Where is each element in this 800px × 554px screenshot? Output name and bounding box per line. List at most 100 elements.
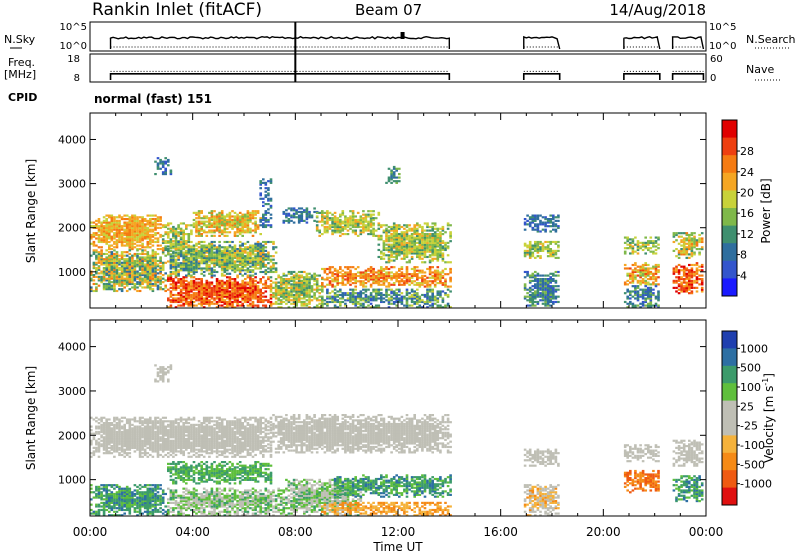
heatmap-cell [449,276,452,279]
heatmap-cell [526,295,529,298]
heatmap-cell [197,227,201,230]
heatmap-cell [192,283,196,286]
heatmap-cell [195,224,198,227]
heatmap-cell [431,234,434,237]
heatmap-cell [141,218,144,221]
heatmap-cell [326,300,329,304]
heatmap-cell [639,267,642,270]
heatmap-cell [421,257,424,260]
heatmap-cell [351,273,355,276]
heatmap-cell [688,253,691,256]
heatmap-cell [377,243,381,246]
heatmap-cell [356,274,360,278]
heatmap-cell [202,255,206,258]
heatmap-cell [544,293,547,297]
heatmap-cell [177,233,180,236]
heatmap-cell [436,241,440,244]
heatmap-cell [546,286,550,289]
heatmap-cell [433,280,437,283]
heatmap-cell [105,242,108,245]
heatmap-cell [202,306,206,308]
heatmap-cell [413,229,416,232]
heatmap-cell [390,274,393,278]
heatmap-cell [97,246,101,249]
heatmap-cell [418,285,422,288]
heatmap-cell [652,267,655,270]
heatmap-cell [534,223,537,226]
heatmap-cell [341,273,345,276]
heatmap-cell [400,252,404,255]
heatmap-cell [264,263,268,267]
heatmap-cell [172,262,175,265]
heatmap-cell [200,260,203,263]
heatmap-cell [185,292,188,295]
heatmap-cell [400,302,404,305]
heatmap-cell [351,217,355,220]
heatmap-cell [536,292,540,295]
cpid-label: CPID [8,91,37,104]
heatmap-cell [149,214,152,217]
heatmap-cell [634,292,637,295]
heatmap-cell [131,272,134,275]
heatmap-cell [159,248,162,251]
heatmap-cell [138,228,142,231]
heatmap-cell [362,273,365,276]
heatmap-cell [267,286,270,289]
heatmap-cell [218,248,221,251]
heatmap-cell [390,288,393,291]
heatmap-cell [290,214,293,217]
heatmap-cell [364,306,368,308]
heatmap-cell [657,297,660,300]
heatmap-cell [426,280,429,283]
heatmap-cell [151,249,155,252]
heatmap-cell [246,262,250,265]
heatmap-cell [218,240,221,244]
heatmap-cell [177,281,180,284]
heatmap-cell [339,302,342,305]
heatmap-cell [192,251,196,254]
heatmap-cell [531,272,535,275]
heatmap-cell [557,226,560,229]
heatmap-cell [387,238,391,241]
heatmap-cell [318,231,321,234]
heatmap-cell [128,282,132,286]
heatmap-cell [385,233,388,236]
heatmap-cell [228,213,232,216]
heatmap-cell [313,276,316,279]
heatmap-cell [354,295,357,298]
heatmap-cell [326,304,329,307]
heatmap-cell [677,232,681,235]
heatmap-cell [428,288,432,291]
heatmap-cell [531,293,535,297]
heatmap-cell [403,283,406,286]
heatmap-cell [392,276,396,279]
heatmap-cell [138,240,142,244]
heatmap-cell [226,234,229,237]
heatmap-cell [205,256,209,259]
heatmap-cell [131,232,134,235]
heatmap-cell [413,233,416,236]
heatmap-cell [405,292,409,295]
heatmap-cell [285,299,288,302]
heatmap-cell [377,211,381,214]
heatmap-cell [138,237,142,240]
heatmap-cell [431,257,434,260]
heatmap-cell [431,297,434,300]
heatmap-cell [390,290,393,293]
heatmap-cell [680,278,683,281]
heatmap-cell [269,240,273,244]
heatmap-cell [197,290,201,293]
heatmap-cell [218,229,221,232]
heatmap-cell [138,289,142,293]
heatmap-cell [282,278,286,281]
heatmap-cell [426,240,429,243]
heatmap-cell [557,288,560,291]
heatmap-cell [549,255,552,258]
heatmap-cell [108,282,111,286]
heatmap-cell [223,292,227,295]
heatmap-cell [136,277,139,280]
heatmap-cell [441,274,445,278]
heatmap-cell [223,231,227,234]
heatmap-cell [315,283,319,286]
heatmap-cell [536,226,540,229]
